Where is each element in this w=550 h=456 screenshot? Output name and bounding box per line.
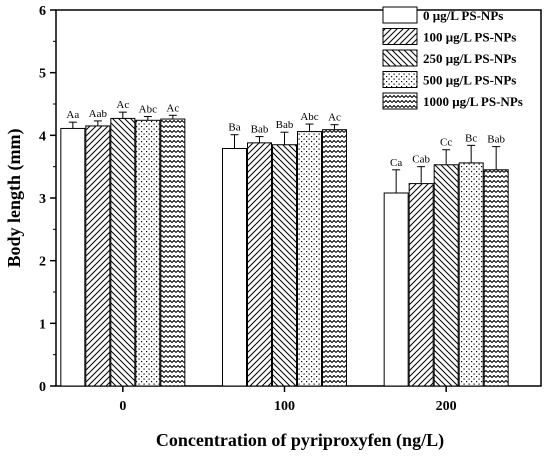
legend-swatch (382, 71, 418, 88)
y-tick-label: 0 (39, 380, 46, 395)
x-tick-label: 200 (436, 399, 457, 414)
bar (297, 131, 322, 387)
x-axis-title: Concentration of pyriproxyfen (ng/L) (156, 430, 444, 451)
legend-entry: 500 μg/L PS-NPs (423, 73, 516, 88)
data-label: Bab (251, 124, 269, 136)
bar (483, 169, 509, 387)
bar (60, 127, 86, 387)
data-label: Aab (89, 108, 108, 120)
data-label: Bab (276, 119, 294, 131)
y-tick-label: 1 (39, 317, 46, 332)
bar (110, 117, 136, 387)
data-label: Ac (328, 112, 341, 124)
y-tick-label: 5 (39, 67, 46, 82)
data-label: Ca (390, 157, 402, 169)
bar (433, 164, 459, 387)
bar (160, 118, 186, 387)
data-label: Cab (412, 154, 430, 166)
legend-swatch (382, 6, 418, 24)
y-tick-label: 4 (39, 129, 46, 144)
legend-entry: 1000 μg/L PS-NPs (423, 94, 523, 109)
bar (135, 119, 161, 387)
y-axis-title: Body length (mm) (4, 128, 25, 267)
bar (322, 129, 347, 387)
legend-entry: 0 μg/L PS-NPs (423, 8, 503, 23)
bar (247, 142, 272, 387)
y-tick-label: 2 (39, 255, 46, 270)
data-label: Ac (166, 102, 179, 114)
bar (272, 144, 297, 387)
data-label: Abc (300, 111, 318, 123)
y-tick-label: 3 (39, 192, 46, 207)
data-label: Bab (487, 134, 505, 146)
x-tick-label: 100 (274, 399, 295, 414)
legend-swatch (382, 92, 418, 110)
bar (85, 125, 111, 387)
x-tick-label: 0 (119, 399, 126, 414)
bar (222, 147, 247, 387)
data-label: Ba (228, 122, 240, 134)
y-tick-label: 6 (39, 4, 46, 19)
legend-entry: 250 μg/L PS-NPs (423, 51, 516, 66)
data-label: Ac (116, 99, 129, 111)
data-label: Aa (66, 109, 79, 121)
data-label: Abc (139, 104, 157, 116)
bar (383, 192, 409, 387)
bar (408, 183, 434, 387)
data-label: Cc (440, 137, 452, 149)
legend-entry: 100 μg/L PS-NPs (423, 30, 516, 45)
data-label: Bc (465, 132, 477, 144)
legend-swatch (382, 49, 418, 67)
legend-swatch (382, 28, 418, 45)
bar (458, 162, 484, 387)
